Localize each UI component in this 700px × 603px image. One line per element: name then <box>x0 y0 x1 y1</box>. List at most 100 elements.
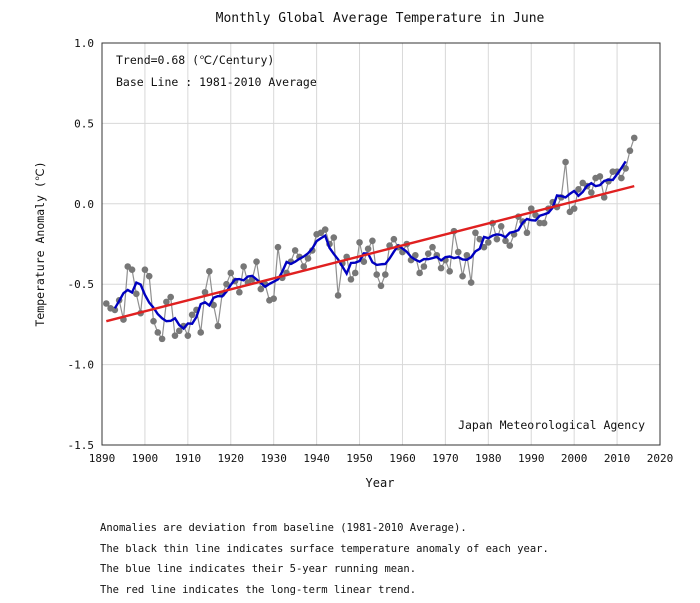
annual-anomaly-point <box>369 237 376 245</box>
chart-notes: Anomalies are deviation from baseline (1… <box>100 518 549 600</box>
annual-anomaly-point <box>236 288 243 296</box>
trend-annotation: Trend=0.68 (℃/Century) <box>116 53 274 67</box>
x-axis-label: Year <box>366 476 395 490</box>
annual-anomaly-point <box>330 234 338 241</box>
annual-anomaly-point <box>459 272 466 280</box>
annual-anomaly-point <box>381 271 389 278</box>
annual-anomaly-point <box>463 251 471 259</box>
annual-anomaly-point <box>227 269 235 277</box>
annual-anomaly-point <box>253 258 260 265</box>
annual-anomaly-point <box>446 268 453 275</box>
annual-anomaly-point <box>377 282 385 290</box>
note-red-line: The red line indicates the long-term lin… <box>100 583 417 596</box>
annual-anomaly-point <box>429 243 436 251</box>
annual-anomaly-point <box>493 235 501 243</box>
x-tick-label: 2020 <box>647 452 674 465</box>
annual-anomaly-point <box>347 276 355 283</box>
x-tick-label: 2010 <box>604 452 631 465</box>
note-black-line: The black thin line indicates surface te… <box>100 542 549 555</box>
annual-anomaly-point <box>480 243 488 251</box>
annual-anomaly-point <box>102 300 110 307</box>
annual-anomaly-point <box>321 226 329 233</box>
x-tick-label: 1960 <box>389 452 416 465</box>
temperature-chart: Monthly Global Average Temperature in Ju… <box>33 11 674 490</box>
annual-anomaly-point <box>167 293 174 301</box>
annual-anomaly-point <box>171 332 179 339</box>
y-axis-label: Temperature Anomaly (℃) <box>33 161 47 326</box>
x-tick-label: 1980 <box>475 452 502 465</box>
note-baseline: Anomalies are deviation from baseline (1… <box>100 522 467 534</box>
annual-anomaly-point <box>570 205 578 212</box>
annual-anomaly-point <box>454 248 462 256</box>
y-tick-label: 1.0 <box>74 37 94 50</box>
x-tick-label: 2000 <box>561 452 588 465</box>
annual-anomaly-point <box>472 229 479 237</box>
annual-anomaly-point <box>416 269 423 277</box>
running-mean-line <box>113 160 627 331</box>
annual-anomaly-point <box>291 247 299 254</box>
annual-anomaly-point <box>223 280 230 288</box>
annual-anomaly-point <box>145 272 153 280</box>
y-tick-label: 0.0 <box>74 198 94 211</box>
chart-title: Monthly Global Average Temperature in Ju… <box>216 11 545 26</box>
trend-line <box>105 184 635 323</box>
annual-anomaly-point <box>197 329 205 336</box>
source-annotation: Japan Meteorological Agency <box>458 418 645 432</box>
annual-anomaly-point <box>562 158 569 166</box>
annual-anomaly-point <box>575 186 582 193</box>
annual-anomaly-point <box>214 322 222 330</box>
annual-anomaly-point <box>630 134 638 142</box>
x-tick-label: 1970 <box>432 452 459 465</box>
annual-anomaly-point <box>523 229 531 237</box>
annual-anomaly-point <box>150 317 157 325</box>
annual-anomaly-point <box>497 223 505 230</box>
baseline-annotation: Base Line : 1981-2010 Average <box>116 75 317 89</box>
annual-anomaly-point <box>206 268 213 275</box>
annual-anomaly-point <box>240 263 247 270</box>
annual-anomaly-point <box>201 288 209 296</box>
annual-anomaly-point <box>133 290 140 298</box>
annual-anomaly-point <box>626 147 634 155</box>
annual-anomaly-point <box>364 245 372 253</box>
annual-anomaly-point <box>128 266 136 274</box>
annual-anomaly-point <box>596 173 604 180</box>
x-tick-label: 1890 <box>89 452 116 465</box>
annual-anomaly-point <box>485 239 492 246</box>
annual-anomaly-point <box>532 211 539 219</box>
annual-anomaly-point <box>184 332 192 339</box>
x-tick-label: 1900 <box>132 452 159 465</box>
annual-anomaly-point <box>274 243 282 251</box>
annual-anomaly-point <box>588 189 595 196</box>
x-tick-label: 1920 <box>218 452 245 465</box>
x-tick-label: 1940 <box>303 452 330 465</box>
annual-anomaly-point <box>163 298 170 306</box>
annual-anomaly-point <box>502 237 509 245</box>
annual-anomaly-point <box>390 235 398 243</box>
annual-anomaly-point <box>188 311 196 319</box>
annual-anomaly-point <box>420 263 428 270</box>
annual-anomaly-point <box>540 219 548 227</box>
annual-anomaly-point <box>506 242 514 249</box>
annual-anomaly-point <box>351 269 359 277</box>
x-tick-label: 1990 <box>518 452 545 465</box>
x-tick-label: 1930 <box>260 452 287 465</box>
x-tick-label: 1910 <box>175 452 202 465</box>
annual-anomaly-point <box>175 327 183 335</box>
annual-anomaly-point <box>304 255 312 262</box>
plot-frame <box>101 42 661 446</box>
y-tick-label: -1.5 <box>68 439 95 452</box>
annual-anomaly-point <box>618 174 625 182</box>
annual-anomaly-point <box>334 292 342 299</box>
annual-anomaly-point <box>257 285 265 293</box>
annual-anomaly-point <box>158 335 166 343</box>
annual-anomaly-point <box>467 279 475 286</box>
y-tick-label: -0.5 <box>68 278 95 291</box>
y-tick-label: 0.5 <box>74 117 94 130</box>
annual-anomaly-point <box>622 165 629 172</box>
annual-anomaly-point <box>141 266 149 274</box>
annual-anomaly-point <box>356 239 363 246</box>
annual-anomaly-point <box>424 250 432 257</box>
annual-anomaly-point <box>437 264 445 272</box>
annual-anomaly-point <box>210 301 217 309</box>
annual-anomaly-point <box>373 271 381 278</box>
